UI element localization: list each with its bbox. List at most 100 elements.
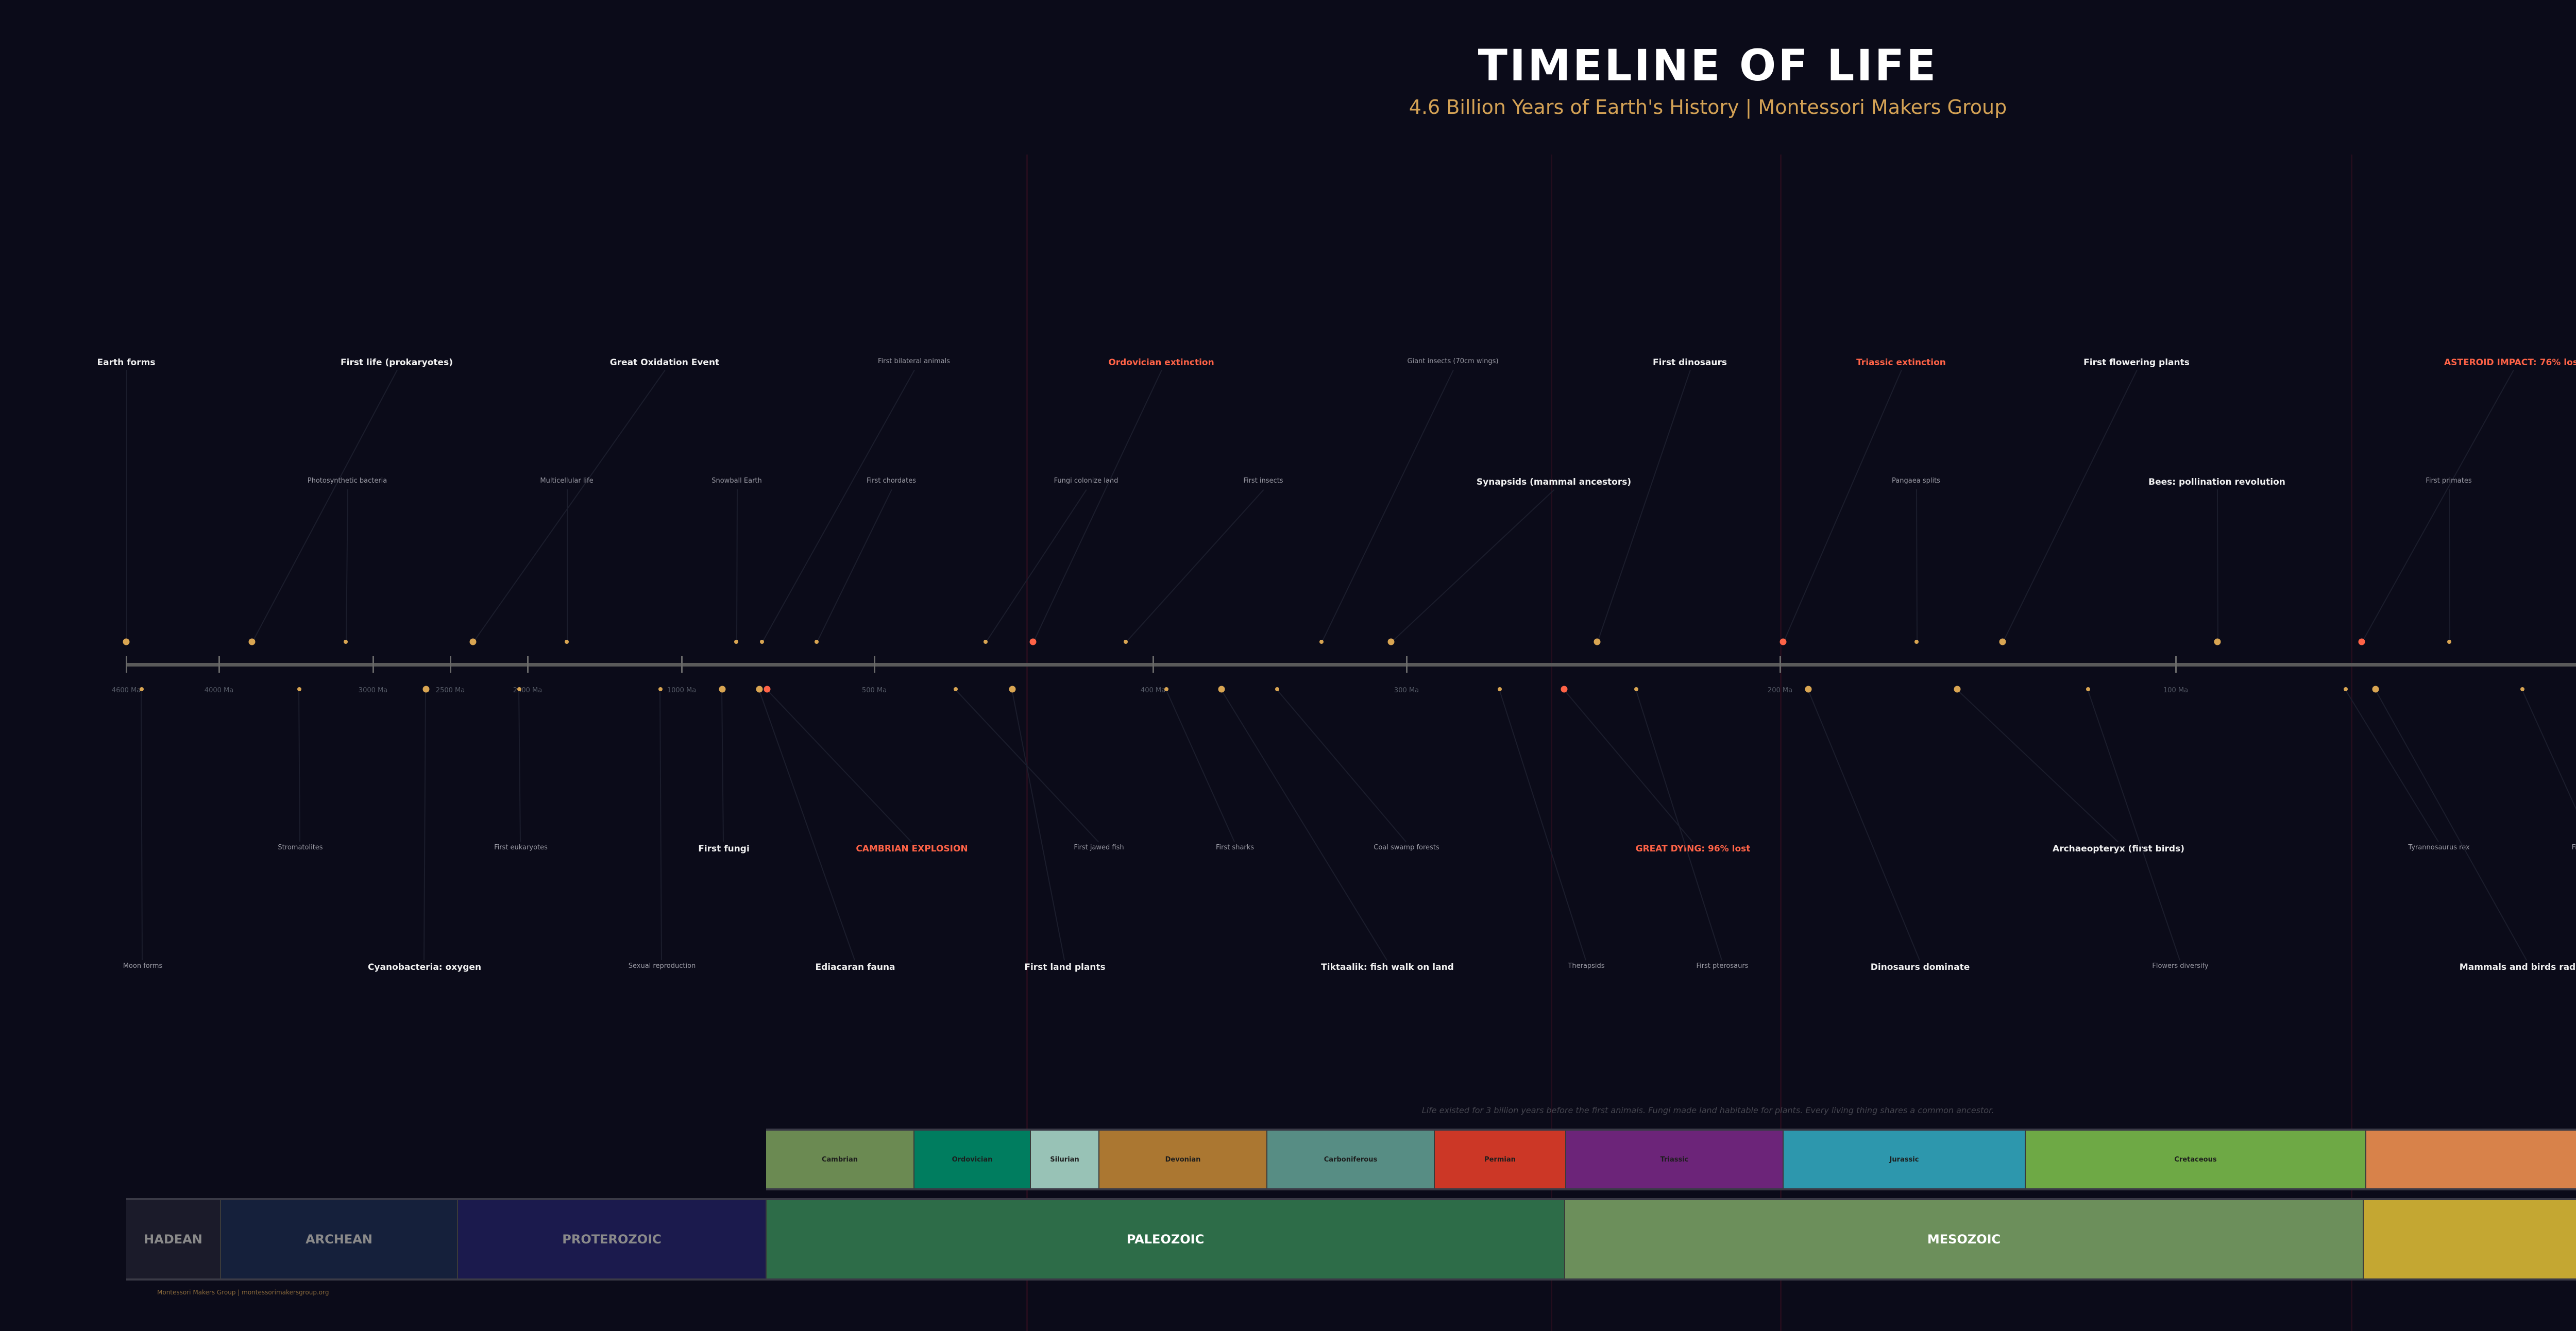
milestone-dot[interactable] bbox=[1218, 686, 1225, 693]
axis-tick-label: 2500 Ma bbox=[435, 687, 465, 694]
milestone-dot[interactable] bbox=[1561, 686, 1568, 693]
event-label: Synapsids (mammal ancestors) bbox=[1476, 477, 1632, 487]
milestone-dot[interactable] bbox=[2086, 687, 2090, 691]
milestone-dot[interactable] bbox=[984, 640, 988, 644]
event-label: Archaeopteryx (first birds) bbox=[2053, 844, 2184, 854]
event-label: Bees: pollination revolution bbox=[2148, 477, 2285, 487]
event-label: First chordates bbox=[866, 477, 917, 485]
event-label: Photosynthetic bacteria bbox=[307, 477, 387, 485]
period-carboniferous[interactable]: Carboniferous bbox=[1267, 1131, 1435, 1188]
milestone-dot[interactable] bbox=[719, 686, 726, 693]
event-label: First insects bbox=[1243, 477, 1283, 485]
milestone-dot[interactable] bbox=[756, 686, 763, 693]
leader-line bbox=[2362, 370, 2514, 642]
milestone-dot[interactable] bbox=[1124, 640, 1128, 644]
milestone-dot[interactable] bbox=[517, 687, 521, 691]
milestone-dot[interactable] bbox=[123, 638, 130, 645]
axis-tick-label: 4600 Ma bbox=[111, 687, 141, 694]
period-cretaceous[interactable]: Cretaceous bbox=[2026, 1131, 2366, 1188]
milestone-dot[interactable] bbox=[1805, 686, 1812, 693]
leader-line bbox=[1563, 689, 1693, 843]
leader-line bbox=[1391, 489, 1555, 643]
event-label: Pangaea splits bbox=[1892, 477, 1940, 485]
event-label: Sexual reproduction bbox=[628, 962, 696, 970]
milestone-dot[interactable] bbox=[1594, 638, 1601, 645]
milestone-dot[interactable] bbox=[1914, 640, 1919, 644]
period-paleogene[interactable]: Paleogene bbox=[2366, 1131, 2576, 1188]
milestone-dot[interactable] bbox=[2358, 638, 2365, 645]
axis-tick bbox=[874, 656, 875, 673]
event-label: CAMBRIAN EXPLOSION bbox=[856, 844, 968, 854]
milestone-dot[interactable] bbox=[140, 687, 144, 691]
period-devonian[interactable]: Devonian bbox=[1099, 1131, 1267, 1188]
milestone-dot[interactable] bbox=[1954, 686, 1961, 693]
era-proterozoic[interactable]: PROTEROZOIC bbox=[458, 1200, 767, 1278]
milestone-dot[interactable] bbox=[2344, 687, 2348, 691]
milestone-dot[interactable] bbox=[1780, 638, 1787, 645]
period-jurassic[interactable]: Jurassic bbox=[1784, 1131, 2026, 1188]
axis-tick-label: 100 Ma bbox=[2163, 687, 2189, 694]
axis-tick bbox=[372, 656, 374, 673]
milestone-dot[interactable] bbox=[297, 687, 301, 691]
event-label: ASTEROID IMPACT: 76% lost bbox=[2444, 357, 2576, 368]
leader-line bbox=[2449, 489, 2450, 642]
milestone-dot[interactable] bbox=[2520, 687, 2524, 691]
leader-line bbox=[126, 370, 127, 642]
event-label: First land plants bbox=[1024, 962, 1106, 972]
period-cambrian[interactable]: Cambrian bbox=[766, 1131, 914, 1188]
extinction-line bbox=[2351, 155, 2352, 1331]
leader-line bbox=[659, 689, 662, 961]
event-label: GREAT DYING: 96% lost bbox=[1635, 844, 1751, 854]
milestone-dot[interactable] bbox=[815, 640, 819, 644]
event-label: Tiktaalik: fish walk on land bbox=[1321, 962, 1454, 972]
period-ordovician[interactable]: Ordovician bbox=[914, 1131, 1031, 1188]
leader-line bbox=[423, 689, 426, 960]
leader-line bbox=[1597, 370, 1691, 642]
event-label: First fungi bbox=[698, 844, 750, 854]
milestone-dot[interactable] bbox=[2214, 638, 2221, 645]
milestone-dot[interactable] bbox=[469, 638, 477, 645]
page-title: TIMELINE OF LIFE bbox=[1478, 40, 1938, 91]
event-label: Fungi colonize land bbox=[1054, 477, 1118, 485]
milestone-dot[interactable] bbox=[760, 640, 764, 644]
period-permian[interactable]: Permian bbox=[1435, 1131, 1566, 1188]
event-label: First life (prokaryotes) bbox=[341, 357, 453, 368]
event-label: Snowball Earth bbox=[711, 477, 762, 485]
period-triassic[interactable]: Triassic bbox=[1566, 1131, 1784, 1188]
axis-tick-label: 4000 Ma bbox=[204, 687, 234, 694]
milestone-dot[interactable] bbox=[734, 640, 738, 644]
milestone-dot[interactable] bbox=[1387, 638, 1395, 645]
milestone-dot[interactable] bbox=[1164, 687, 1168, 691]
milestone-dot[interactable] bbox=[2447, 640, 2451, 644]
milestone-dot[interactable] bbox=[658, 687, 663, 691]
milestone-dot[interactable] bbox=[1275, 687, 1279, 691]
era-mesozoic[interactable]: MESOZOIC bbox=[1565, 1200, 2364, 1278]
era-paleozoic[interactable]: PALEOZOIC bbox=[767, 1200, 1565, 1278]
milestone-dot[interactable] bbox=[422, 686, 430, 693]
milestone-dot[interactable] bbox=[1319, 640, 1324, 644]
milestone-dot[interactable] bbox=[1634, 687, 1638, 691]
leader-line bbox=[1165, 689, 1235, 842]
era-cenozoic[interactable]: CENOZOIC bbox=[2364, 1200, 2576, 1278]
leader-line bbox=[1807, 689, 1920, 961]
leader-line bbox=[141, 689, 143, 961]
milestone-dot[interactable] bbox=[565, 640, 569, 644]
leader-line bbox=[473, 370, 666, 643]
leader-line bbox=[1011, 689, 1065, 961]
milestone-dot[interactable] bbox=[764, 686, 771, 693]
milestone-dot[interactable] bbox=[1009, 686, 1016, 693]
milestone-dot[interactable] bbox=[2372, 686, 2379, 693]
milestone-dot[interactable] bbox=[954, 687, 958, 691]
period-silurian[interactable]: Silurian bbox=[1031, 1131, 1099, 1188]
milestone-dot[interactable] bbox=[1029, 638, 1037, 645]
event-label: Giant insects (70cm wings) bbox=[1407, 357, 1499, 365]
milestone-dot[interactable] bbox=[248, 638, 256, 645]
era-hadean[interactable]: HADEAN bbox=[126, 1200, 221, 1278]
event-label: Flowers diversify bbox=[2152, 962, 2209, 970]
event-label: Dinosaurs dominate bbox=[1870, 962, 1970, 972]
milestone-dot[interactable] bbox=[1999, 638, 2006, 645]
era-archean[interactable]: ARCHEAN bbox=[221, 1200, 458, 1278]
milestone-dot[interactable] bbox=[1498, 687, 1502, 691]
milestone-dot[interactable] bbox=[344, 640, 348, 644]
event-label: First primates bbox=[2426, 477, 2472, 485]
